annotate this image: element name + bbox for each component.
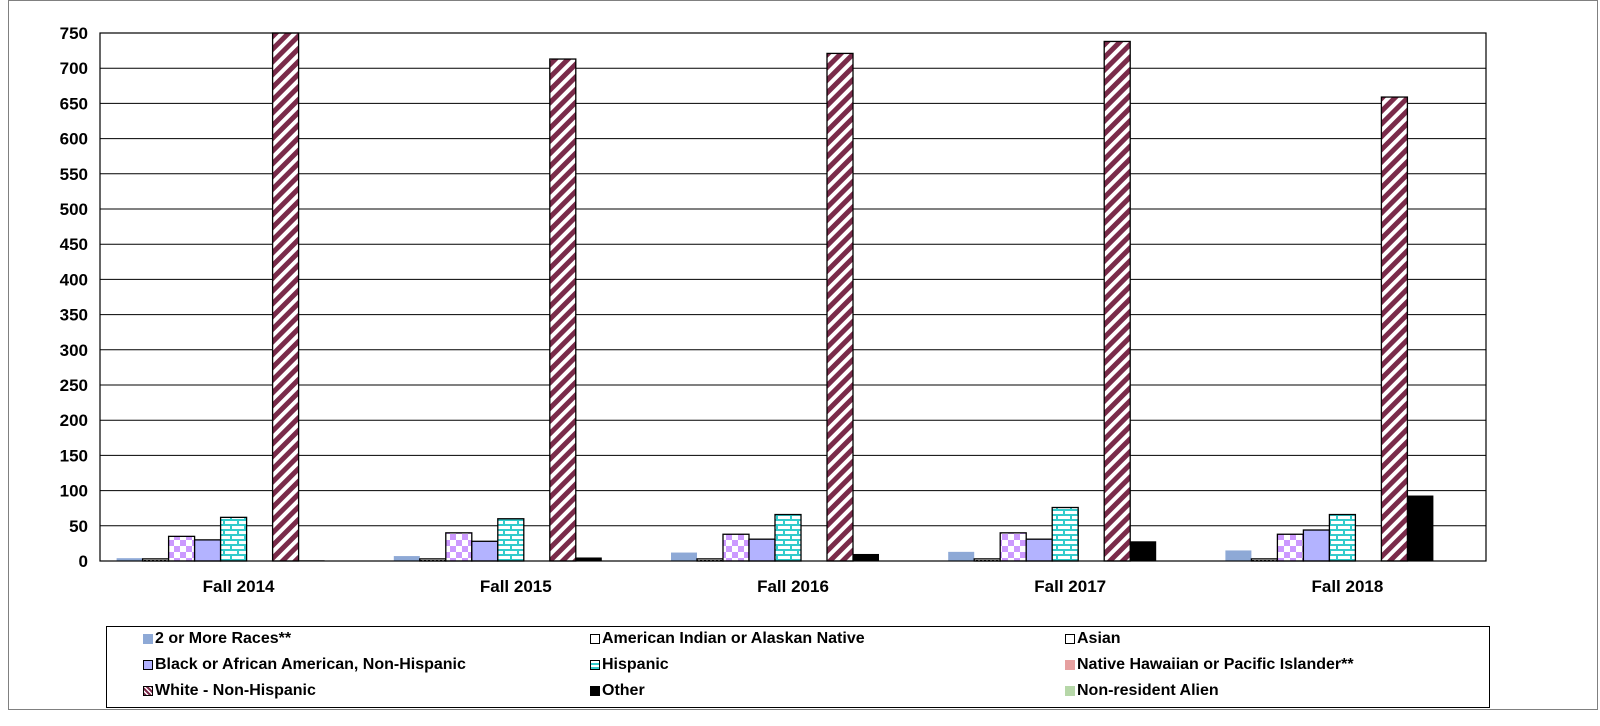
bar: [999, 532, 1027, 562]
legend-item: American Indian or Alaskan Native: [590, 629, 865, 649]
x-category-label: Fall 2017: [1034, 577, 1106, 596]
bar: [445, 532, 473, 562]
x-category-label: Fall 2016: [757, 577, 829, 596]
legend-item: Black or African American, Non-Hispanic: [143, 655, 466, 675]
y-tick-label: 350: [60, 306, 88, 325]
legend-item: Hispanic: [590, 655, 669, 675]
bar: [1225, 550, 1252, 561]
legend-swatch: [1065, 660, 1075, 670]
bar: [1407, 495, 1434, 561]
bar-chart: 0 50 100 150 200 250 300 350 400 450 500 550 600 650 7…: [60, 24, 1487, 596]
y-tick-label: 300: [60, 341, 88, 360]
bar: [271, 32, 300, 562]
y-tick-label: 0: [79, 552, 88, 571]
legend-swatch: [590, 660, 600, 670]
bar: [219, 516, 248, 562]
bar: [393, 556, 420, 561]
bar: [1130, 541, 1157, 561]
legend-label: 2 or More Races**: [155, 630, 292, 647]
legend-label: Asian: [1077, 630, 1121, 647]
bar: [671, 552, 697, 561]
bar: [722, 533, 750, 562]
legend-swatch: [590, 634, 600, 644]
chart-legend: 2 or More Races** American Indian or Alas…: [106, 626, 1490, 708]
legend-item: 2 or More Races**: [143, 629, 291, 649]
bar: [1380, 96, 1409, 562]
y-tick-label: 600: [60, 130, 88, 149]
legend-item: Other: [590, 681, 645, 701]
y-tick-label: 700: [60, 59, 88, 78]
bar: [497, 518, 525, 562]
legend-swatch: [143, 634, 153, 644]
bar: [167, 535, 196, 562]
bar: [193, 539, 222, 562]
legend-label: Hispanic: [602, 656, 669, 673]
bar: [116, 558, 143, 561]
y-tick-label: 650: [60, 94, 88, 113]
legend-item: White - Non-Hispanic: [143, 681, 316, 701]
y-tick-label: 450: [60, 235, 88, 254]
bar: [774, 513, 802, 562]
x-category-label: Fall 2014: [203, 577, 275, 596]
bar: [826, 52, 854, 562]
legend-item: Asian: [1065, 629, 1121, 649]
legend-swatch: [143, 686, 153, 696]
legend-label: Non-resident Alien: [1077, 682, 1219, 699]
legend-label: White - Non-Hispanic: [155, 682, 316, 699]
legend-swatch: [590, 686, 600, 696]
bar: [1276, 533, 1305, 562]
legend-label: Other: [602, 682, 645, 699]
legend-label: Native Hawaiian or Pacific Islander**: [1077, 656, 1354, 673]
bar: [948, 551, 975, 561]
bar: [1302, 529, 1331, 562]
bar: [575, 557, 602, 561]
legend-swatch: [143, 660, 153, 670]
legend-label: American Indian or Alaskan Native: [602, 630, 865, 647]
plot-area: [99, 32, 1487, 562]
bar: [1328, 513, 1357, 562]
y-tick-label: 550: [60, 165, 88, 184]
y-tick-label: 750: [60, 24, 88, 43]
bar: [1051, 506, 1079, 562]
bar: [853, 553, 879, 561]
bar: [748, 538, 776, 562]
legend-item: Native Hawaiian or Pacific Islander**: [1065, 655, 1354, 675]
y-tick-label: 100: [60, 482, 88, 501]
y-tick-label: 50: [69, 517, 88, 536]
bar: [1103, 40, 1131, 562]
x-category-label: Fall 2015: [480, 577, 552, 596]
legend-swatch: [1065, 686, 1075, 696]
y-tick-label: 150: [60, 446, 88, 465]
legend-item: Non-resident Alien: [1065, 681, 1219, 701]
y-tick-label: 500: [60, 200, 88, 219]
bar: [549, 58, 577, 562]
legend-swatch: [1065, 634, 1075, 644]
legend-label: Black or African American, Non-Hispanic: [155, 656, 466, 673]
bar: [471, 540, 499, 562]
bar: [1025, 538, 1053, 562]
y-tick-label: 250: [60, 376, 88, 395]
y-tick-label: 400: [60, 270, 88, 289]
x-category-label: Fall 2018: [1311, 577, 1383, 596]
y-tick-label: 200: [60, 411, 88, 430]
